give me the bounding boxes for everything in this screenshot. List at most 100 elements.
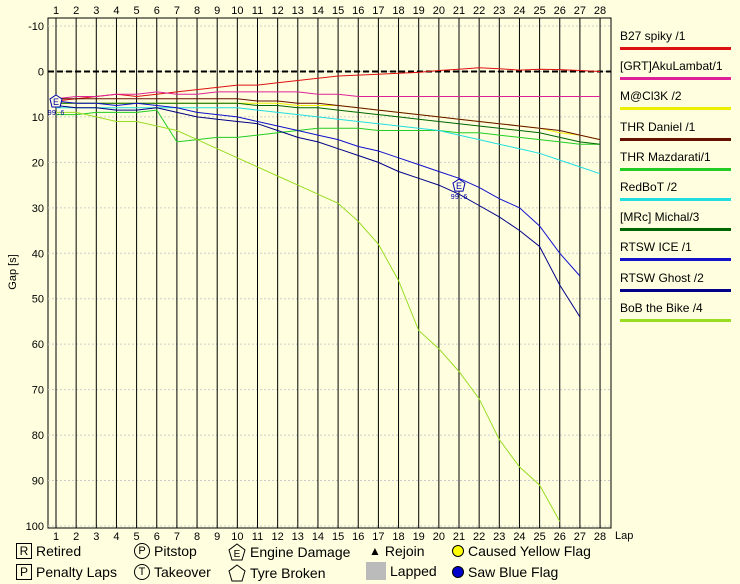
x-tick-label-top: 8 [194,5,200,17]
legend-label: M@Cl3K /2 [620,89,682,104]
key-retired: R Retired [16,543,81,559]
key-penalty-laps-label: Penalty Laps [36,564,117,580]
x-tick-label-bottom: 14 [312,531,324,543]
y-tick-label: 50 [32,294,44,306]
marker-symbol: E [456,181,462,191]
key-saw-blue-label: Saw Blue Flag [468,564,559,580]
tyre-broken-icon [228,564,246,582]
series-line [55,67,601,102]
x-tick-label-bottom: 20 [433,531,445,543]
x-tick-label-bottom: 17 [372,531,384,543]
series-line [55,91,600,100]
legend-item: B27 spiky /1 [620,29,731,50]
x-tick-label-top: 26 [554,5,566,17]
x-tick-label-bottom: 9 [214,531,220,543]
legend-item: THR Daniel /1 [620,120,731,141]
x-tick-label-top: 4 [113,5,119,17]
legend-swatch [620,318,731,322]
y-tick-label: 0 [38,66,44,78]
legend-item: THR Mazdarati/1 [620,150,731,171]
series-line [55,105,581,318]
legend-label: RTSW Ghost /2 [620,270,704,285]
engine-damage-marker: E 99.6 [451,178,467,202]
x-tick-label-bottom: 21 [453,531,465,543]
bottom-x-tick-labels: 1 2 3 4 5 6 7 8 9 10 11 12 13 14 15 16 17 18 19 20 21 22 23 24 2… [53,531,606,543]
x-tick-label-top: 1 [53,5,59,17]
x-tick-label-top: 24 [513,5,525,17]
x-tick-label-bottom: 25 [533,531,545,543]
key-engine-damage-label: Engine Damage [250,544,351,560]
legend-label: RTSW ICE /1 [620,240,692,255]
key-tyre-broken-label: Tyre Broken [250,565,326,581]
key-lapped: Lapped [366,562,437,580]
legend-swatch [620,107,731,111]
engine-damage-icon [49,94,63,108]
legend-label: RedBoT /2 [620,180,678,194]
series-lines [55,67,601,522]
x-tick-label-top: 11 [252,5,263,17]
x-tick-label-bottom: 27 [574,531,586,543]
x-tick-label-top: 6 [154,5,160,17]
y-tick-label: 60 [32,339,44,351]
event-markers: E 99.6 E 99.6 [48,94,467,202]
x-tick-label-bottom: 23 [493,531,505,543]
x-tick-label-bottom: 10 [231,531,243,543]
x-tick-label-bottom: 26 [554,531,566,543]
key-caused-yellow-label: Caused Yellow Flag [468,543,591,559]
legend-swatch [620,47,731,50]
legend-item: [GRT]AkuLambat/1 [620,59,731,81]
x-tick-label-bottom: 16 [352,531,364,543]
legend-item: [MRc] Michal/3 [620,210,731,232]
series-line [56,102,601,145]
x-tick-label-top: 5 [134,5,140,17]
legend-swatch [620,258,731,262]
y-tick-label: 70 [32,385,44,397]
legend-label: THR Mazdarati/1 [620,149,711,164]
x-tick-label-top: 27 [574,5,586,17]
x-tick-label-top: 25 [533,5,545,17]
x-tick-label-bottom: 22 [473,531,485,543]
x-tick-label-bottom: 5 [134,531,140,543]
x-tick-label-top: 23 [493,5,505,17]
x-tick-label-bottom: 4 [113,531,119,543]
takeover-icon: T [134,564,150,580]
blue-dot-icon [452,566,464,578]
x-tick-label-top: 13 [292,5,304,17]
y-tick-label: 20 [32,157,44,169]
rejoin-icon: ▲ [369,544,381,558]
x-tick-label-top: 12 [272,5,284,17]
yellow-dot-icon [452,545,464,557]
top-x-tick-labels: 1 2 3 4 5 6 7 8 9 10 11 12 13 14 15 16 17 18 19 20 21 22 23 24 2… [53,5,606,17]
marker-value-label: 99.6 [48,110,65,118]
legend-item: RTSW Ghost /2 [620,271,731,292]
svg-text:E: E [234,549,241,560]
legend-swatch [620,288,731,292]
retired-icon: R [16,543,32,559]
key-rejoin-label: Rejoin [384,543,425,559]
legend-swatch [620,198,731,201]
lapped-icon [366,562,386,580]
y-tick-label: 40 [32,248,44,260]
x-tick-label-top: 3 [93,5,99,17]
y-tick-label: 10 [32,112,44,124]
key-pitstop-label: Pitstop [154,543,197,559]
legend-label: BoB the Bike /4 [620,300,703,315]
x-tick-label-bottom: 1 [53,531,59,543]
series-line [56,109,600,145]
x-tick-label-bottom: 12 [272,531,284,543]
y-tick-label: 100 [26,521,44,533]
pitstop-icon: P [134,543,150,559]
legend-label: [GRT]AkuLambat/1 [620,59,723,74]
marker-symbol: E [53,97,59,107]
legend-item: BoB the Bike /4 [620,301,731,322]
x-tick-label-top: 22 [473,5,485,17]
legend-label: THR Daniel /1 [620,119,696,134]
engine-damage-icon [452,178,466,192]
legend-item: M@Cl3K /2 [620,89,731,111]
engine-damage-marker: E 99.6 [48,94,65,118]
key-engine-damage: E Engine Damage [228,543,350,561]
key-saw-blue: Saw Blue Flag [452,564,558,580]
x-tick-label-top: 10 [231,5,243,17]
legend-swatch [620,137,731,141]
